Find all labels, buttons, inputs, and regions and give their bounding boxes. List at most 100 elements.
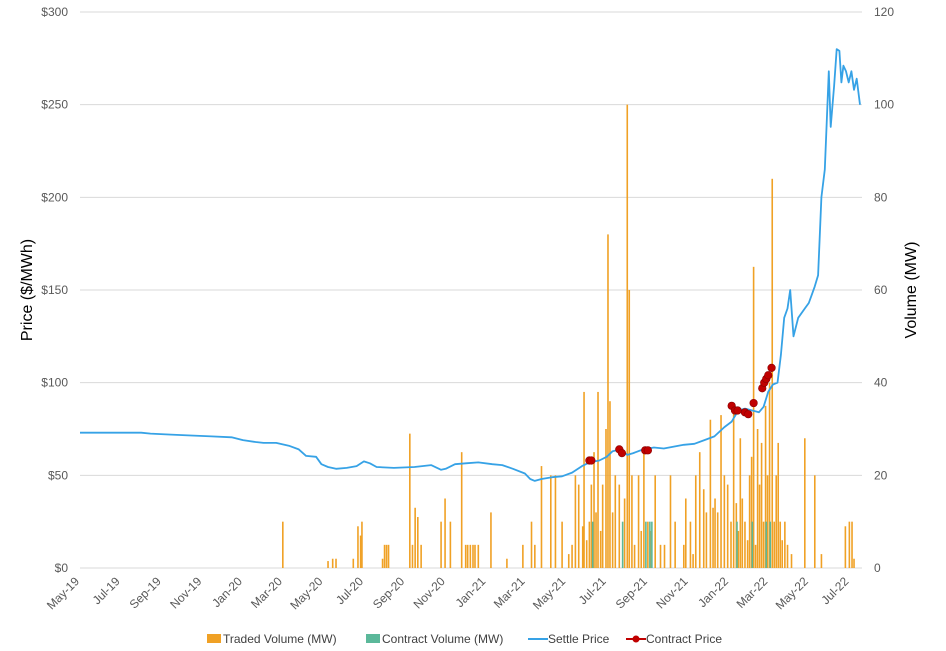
settle-price-line	[80, 48, 861, 482]
x-tick-label: Jan-22	[695, 574, 731, 610]
x-tick-label: Sep-21	[613, 574, 650, 611]
contract-volume-bar	[651, 521, 653, 568]
traded-volume-bar	[781, 540, 784, 568]
contract-price-point	[749, 398, 758, 408]
traded-volume-bar	[640, 530, 643, 568]
traded-volume-bar	[714, 498, 716, 568]
traded-volume-bar	[692, 554, 694, 568]
traded-volume-bar	[647, 521, 649, 568]
contract-volume-bar	[751, 521, 754, 568]
traded-volume-bar	[490, 512, 492, 568]
legend: Traded Volume (MW) Contract Volume (MW) Se…	[207, 632, 722, 646]
traded-volume-bar	[335, 558, 337, 568]
y-right-tick-label: 100	[874, 98, 894, 112]
traded-volume-bar	[530, 521, 533, 568]
traded-volume-bar	[712, 507, 714, 568]
traded-volume-bar	[549, 475, 552, 568]
settle-price-line-group	[80, 48, 861, 482]
contract-volume-bar	[649, 521, 651, 568]
gridlines	[80, 11, 862, 569]
y-axis-right-ticks: 0 20 40 60 80 100 120	[874, 5, 894, 575]
y-right-tick-label: 120	[874, 5, 894, 19]
traded-volume-bar	[574, 475, 577, 568]
traded-volume-bar	[595, 512, 597, 568]
contract-price-point	[767, 363, 776, 372]
traded-volume-bar	[853, 558, 855, 568]
y-axis-left-ticks: $0 $50 $100 $150 $200 $250 $300	[41, 5, 68, 575]
traded-volume-bar	[590, 484, 593, 568]
x-tick-label: Jul-19	[90, 574, 123, 607]
traded-volume-bar	[469, 544, 472, 568]
y-left-tick-label: $200	[41, 190, 68, 204]
legend-label: Settle Price	[548, 632, 610, 646]
x-axis-ticks: May-19 Jul-19 Sep-19 Nov-19 Jan-20 Mar-20 May-…	[44, 574, 852, 612]
x-tick-label: May-20	[287, 574, 325, 612]
traded-volume-bar	[567, 554, 570, 568]
traded-volume-bar	[773, 521, 776, 568]
traded-volume-bar	[571, 544, 573, 568]
x-tick-label: Nov-19	[167, 574, 204, 611]
contract-volume-bar	[591, 521, 594, 568]
traded-volume-bar	[540, 466, 543, 568]
traded-volume-bar	[684, 498, 687, 568]
x-tick-label: Jul-21	[576, 574, 609, 607]
traded-volume-bar	[522, 544, 524, 568]
traded-volume-bar	[477, 544, 480, 568]
traded-volume-bar	[766, 475, 769, 568]
traded-volume-bar	[720, 415, 722, 568]
traded-volume-bar	[607, 234, 609, 568]
traded-volume-bar	[786, 544, 789, 568]
traded-volume-bar	[599, 530, 602, 568]
traded-volume-bar	[779, 521, 782, 568]
traded-volume-bar	[716, 512, 719, 568]
traded-volume-bar	[474, 544, 476, 568]
traded-volume-bar	[361, 521, 363, 568]
x-tick-label: Nov-21	[653, 574, 690, 611]
traded-volume-bar	[784, 521, 786, 568]
traded-volume-bar	[597, 391, 599, 568]
traded-volume-bar	[669, 475, 672, 568]
traded-volume-bar	[409, 433, 411, 568]
traded-volume-bar	[628, 290, 631, 568]
traded-volume-bar	[593, 452, 595, 568]
traded-volume-bar	[748, 475, 751, 568]
traded-volume-bar	[771, 178, 774, 569]
x-tick-label: Jan-21	[453, 574, 489, 610]
y-left-tick-label: $50	[48, 468, 68, 482]
x-tick-label: May-22	[773, 574, 811, 612]
contract-price-point	[733, 406, 742, 415]
x-tick-label: Jul-22	[818, 574, 851, 607]
legend-label: Traded Volume (MW)	[223, 632, 337, 646]
contract-volume-bar	[765, 521, 768, 568]
traded-volume-bar	[472, 544, 474, 568]
traded-volume-bar	[585, 540, 588, 568]
traded-volume-bar	[726, 484, 729, 568]
traded-volume-bar	[654, 475, 656, 568]
traded-volume-bar	[813, 475, 816, 568]
traded-volume-bar	[775, 475, 778, 568]
traded-volume-bar	[732, 405, 735, 568]
traded-volume-bar	[746, 540, 749, 568]
legend-label: Contract Volume (MW)	[382, 632, 503, 646]
x-tick-label: Jul-20	[333, 574, 366, 607]
y-left-tick-label: $100	[41, 376, 68, 390]
traded-volume-bar	[633, 544, 636, 568]
traded-volume-bar	[768, 382, 771, 568]
contract-volume-bar	[769, 521, 772, 568]
traded-volume-bar	[643, 452, 645, 568]
traded-volume-bar	[844, 526, 847, 568]
traded-volume-bar	[790, 554, 793, 568]
traded-volume-bar	[611, 512, 614, 568]
traded-volume-bar	[750, 456, 753, 568]
traded-volume-bar	[614, 475, 617, 568]
traded-volume-bar	[581, 526, 584, 568]
y-axis-right-title: Volume (MW)	[903, 242, 920, 339]
legend-swatch	[207, 634, 221, 643]
traded-volume-bar	[466, 544, 469, 568]
traded-volume-bar	[414, 507, 416, 568]
traded-volume-bar	[623, 498, 626, 568]
traded-volume-bar	[626, 104, 629, 569]
traded-volume-bar	[385, 544, 388, 568]
traded-volume-bar	[730, 521, 732, 568]
traded-volume-bar	[764, 405, 767, 568]
